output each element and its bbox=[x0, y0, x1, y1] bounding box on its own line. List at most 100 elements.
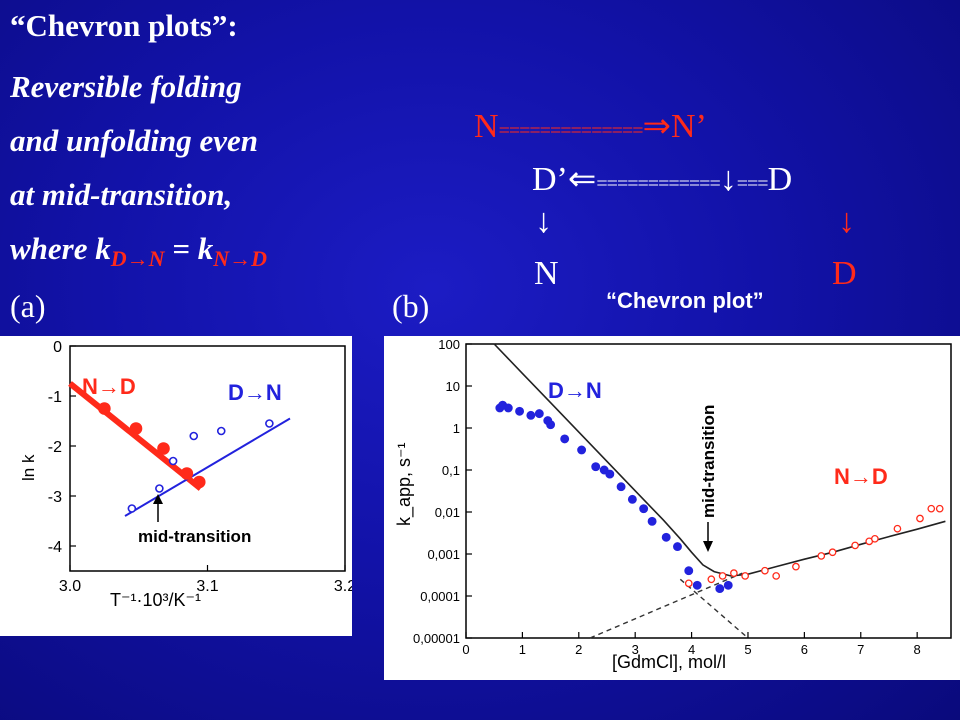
data-point-b-1 bbox=[730, 569, 738, 577]
title-line-4: at mid-transition, bbox=[10, 177, 233, 212]
x-tick-label-b: 4 bbox=[688, 642, 695, 657]
data-point-a-1 bbox=[127, 504, 137, 513]
y-tick-label-a: -4 bbox=[48, 539, 62, 556]
data-point-b-1 bbox=[935, 504, 944, 513]
data-point-b-0 bbox=[627, 494, 637, 504]
y-tick-label-a: -1 bbox=[48, 389, 62, 406]
y-tick-label-b: 100 bbox=[438, 337, 460, 352]
data-point-b-1 bbox=[851, 541, 859, 550]
mid-transition-label-a: mid-transition bbox=[138, 527, 251, 546]
data-point-b-0 bbox=[692, 580, 702, 590]
chart-b: 100 10 1 0,1 0,01 0,001 0,0001 0,00001 0 1 2 3 4 5 6 7… bbox=[384, 336, 960, 680]
data-point-b-1 bbox=[828, 548, 837, 557]
y-tick-label-b: 0,1 bbox=[442, 463, 460, 478]
data-point-a-1 bbox=[155, 484, 164, 493]
x-tick-label-b: 5 bbox=[744, 642, 751, 657]
fit-line-a-0 bbox=[68, 381, 203, 491]
data-point-a-0 bbox=[129, 422, 143, 435]
data-point-b-0 bbox=[684, 566, 694, 576]
x-tick-label-b: 0 bbox=[462, 642, 469, 657]
y-tick-label-b: 0,0001 bbox=[420, 589, 460, 604]
data-point-b-1 bbox=[684, 579, 693, 588]
scheme-row-2: D’⇐============↓===D bbox=[532, 161, 793, 198]
data-point-b-0 bbox=[723, 580, 733, 590]
data-point-a-1 bbox=[216, 426, 226, 436]
series-label-nd-b: N→D bbox=[834, 464, 888, 489]
y-tick-label-a: -2 bbox=[48, 439, 62, 456]
data-point-a-1 bbox=[168, 456, 178, 466]
data-point-b-1 bbox=[871, 534, 879, 543]
data-point-b-0 bbox=[647, 516, 657, 526]
data-point-b-0 bbox=[715, 584, 725, 594]
data-point-b-0 bbox=[591, 462, 601, 472]
data-point-a-0 bbox=[192, 475, 206, 489]
where-prefix: where k bbox=[10, 231, 111, 266]
data-point-b-0 bbox=[616, 482, 626, 492]
title-line-2: Reversible folding bbox=[10, 69, 242, 104]
title-line-1: “Chevron plots”: bbox=[10, 8, 238, 43]
x-tick-label-b: 3 bbox=[632, 642, 639, 657]
data-point-a-0 bbox=[180, 467, 194, 480]
data-point-b-0 bbox=[639, 504, 649, 514]
scheme-row-1: N==============⇒N’ bbox=[474, 108, 707, 145]
data-point-b-1 bbox=[817, 552, 826, 560]
data-point-b-1 bbox=[772, 572, 781, 580]
data-point-b-1 bbox=[792, 562, 800, 571]
data-point-b-1 bbox=[741, 572, 750, 580]
x-tick-label-b: 2 bbox=[575, 642, 582, 657]
mid-transition-label-b: mid-transition bbox=[699, 405, 718, 518]
data-point-a-0 bbox=[157, 442, 170, 455]
x-tick-label-a: 3.1 bbox=[196, 578, 218, 595]
y-tick-label-b: 10 bbox=[446, 379, 460, 394]
x-tick-label-b: 8 bbox=[914, 642, 921, 657]
scheme-product-n: N bbox=[534, 255, 559, 292]
data-point-b-0 bbox=[534, 409, 544, 419]
data-point-a-1 bbox=[265, 419, 274, 428]
dashed-line-b-1 bbox=[679, 578, 749, 639]
y-axis-label-b: k_app, s⁻¹ bbox=[394, 442, 415, 526]
data-point-b-1 bbox=[916, 514, 924, 523]
data-point-b-1 bbox=[718, 572, 727, 580]
data-point-b-1 bbox=[893, 524, 902, 533]
title-line-3: and unfolding even bbox=[10, 123, 259, 158]
y-tick-label-b: 0,00001 bbox=[413, 631, 460, 646]
data-point-b-0 bbox=[605, 469, 615, 479]
y-tick-label-a: 0 bbox=[53, 339, 62, 356]
mid-transition-arrow-a bbox=[153, 494, 163, 522]
x-tick-label-b: 7 bbox=[857, 642, 864, 657]
data-point-b-0 bbox=[560, 434, 570, 444]
data-point-b-0 bbox=[503, 403, 513, 413]
x-axis-label-b: [GdmCl], mol/l bbox=[612, 652, 726, 672]
data-point-b-1 bbox=[761, 566, 769, 575]
x-tick-label-b: 6 bbox=[801, 642, 808, 657]
scheme-product-d: D bbox=[832, 255, 857, 292]
plot-frame-b bbox=[465, 343, 952, 639]
scheme-down-arrow-right: ↓ bbox=[838, 203, 855, 240]
data-point-b-0 bbox=[673, 542, 682, 552]
data-point-b-0 bbox=[661, 532, 671, 542]
mid-transition-arrow-b bbox=[703, 522, 713, 552]
y-tick-label-a: -3 bbox=[48, 489, 62, 506]
data-point-b-1 bbox=[707, 575, 716, 584]
data-point-a-0 bbox=[98, 402, 111, 415]
x-tick-label-a: 3.2 bbox=[334, 578, 352, 595]
title-line-5: where kD→N = kN→D bbox=[10, 233, 267, 270]
data-point-b-0 bbox=[577, 445, 587, 455]
data-point-b-0 bbox=[546, 420, 556, 430]
data-point-b-0 bbox=[526, 410, 536, 420]
y-tick-label-b: 0,001 bbox=[427, 547, 460, 562]
x-tick-label-a: 3.0 bbox=[59, 578, 81, 595]
x-axis-label-a: T⁻¹·10³/K⁻¹ bbox=[110, 590, 201, 610]
series-label-nd: N→D bbox=[82, 374, 136, 399]
dashed-line-b-0 bbox=[589, 572, 743, 639]
series-label-dn: D→N bbox=[228, 380, 282, 405]
y-axis-label-a: ln k bbox=[19, 454, 38, 481]
rate-sub-dn: D→N bbox=[110, 246, 165, 271]
chart-a: 0 -1 -2 -3 -4 3.0 3.1 3.2 N→D D→N mid-transiti… bbox=[0, 336, 352, 636]
panel-label-b: (b) bbox=[392, 288, 430, 324]
data-point-b-0 bbox=[515, 406, 525, 416]
y-tick-label-b: 0,01 bbox=[435, 505, 460, 520]
series-label-dn-b: D→N bbox=[548, 378, 602, 403]
y-tick-label-b: 1 bbox=[453, 421, 460, 436]
chevron-plot-label: “Chevron plot” bbox=[606, 288, 764, 313]
